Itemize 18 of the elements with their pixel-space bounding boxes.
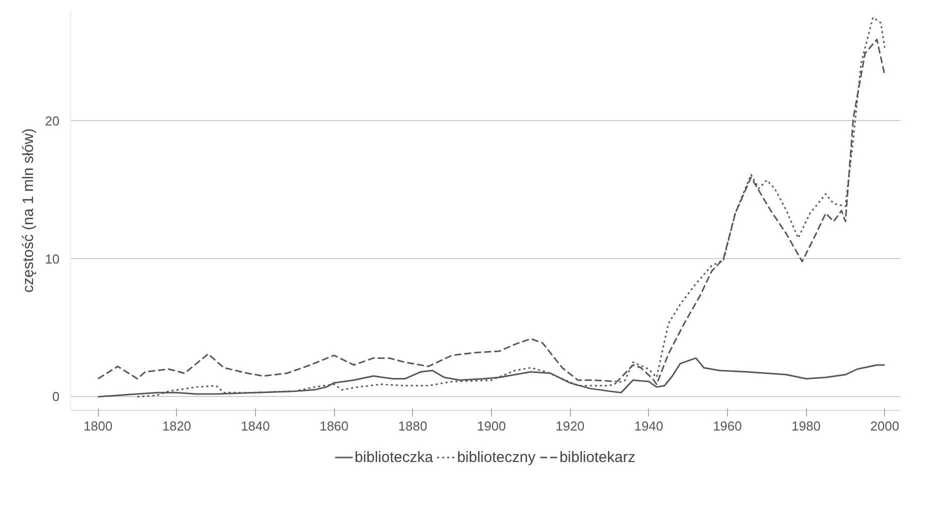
y-tick-label: 20	[45, 113, 60, 128]
x-tick-label: 2000	[870, 418, 900, 434]
x-tick-label: 1840	[240, 418, 270, 434]
x-tick-label: 1800	[84, 418, 112, 434]
legend-label: biblioteczny	[457, 448, 536, 466]
x-tick-label: 1920	[556, 418, 585, 434]
x-tick-label: 1900	[476, 418, 506, 434]
y-tick-label: 0	[52, 389, 60, 404]
x-tick-label: 1940	[634, 418, 664, 434]
x-tick-label: 1860	[320, 418, 349, 434]
x-tick-label: 1960	[712, 418, 742, 434]
y-tick-label: 10	[45, 251, 60, 266]
x-tick-label: 1980	[792, 418, 821, 434]
legend-label: bibliotekarz	[559, 448, 636, 466]
y-axis-title: częstość (na 1 mln słów)	[20, 128, 38, 293]
x-tick-label: 1820	[162, 418, 192, 434]
legend-label: biblioteczka	[354, 448, 434, 466]
x-tick-label: 1880	[398, 418, 428, 434]
